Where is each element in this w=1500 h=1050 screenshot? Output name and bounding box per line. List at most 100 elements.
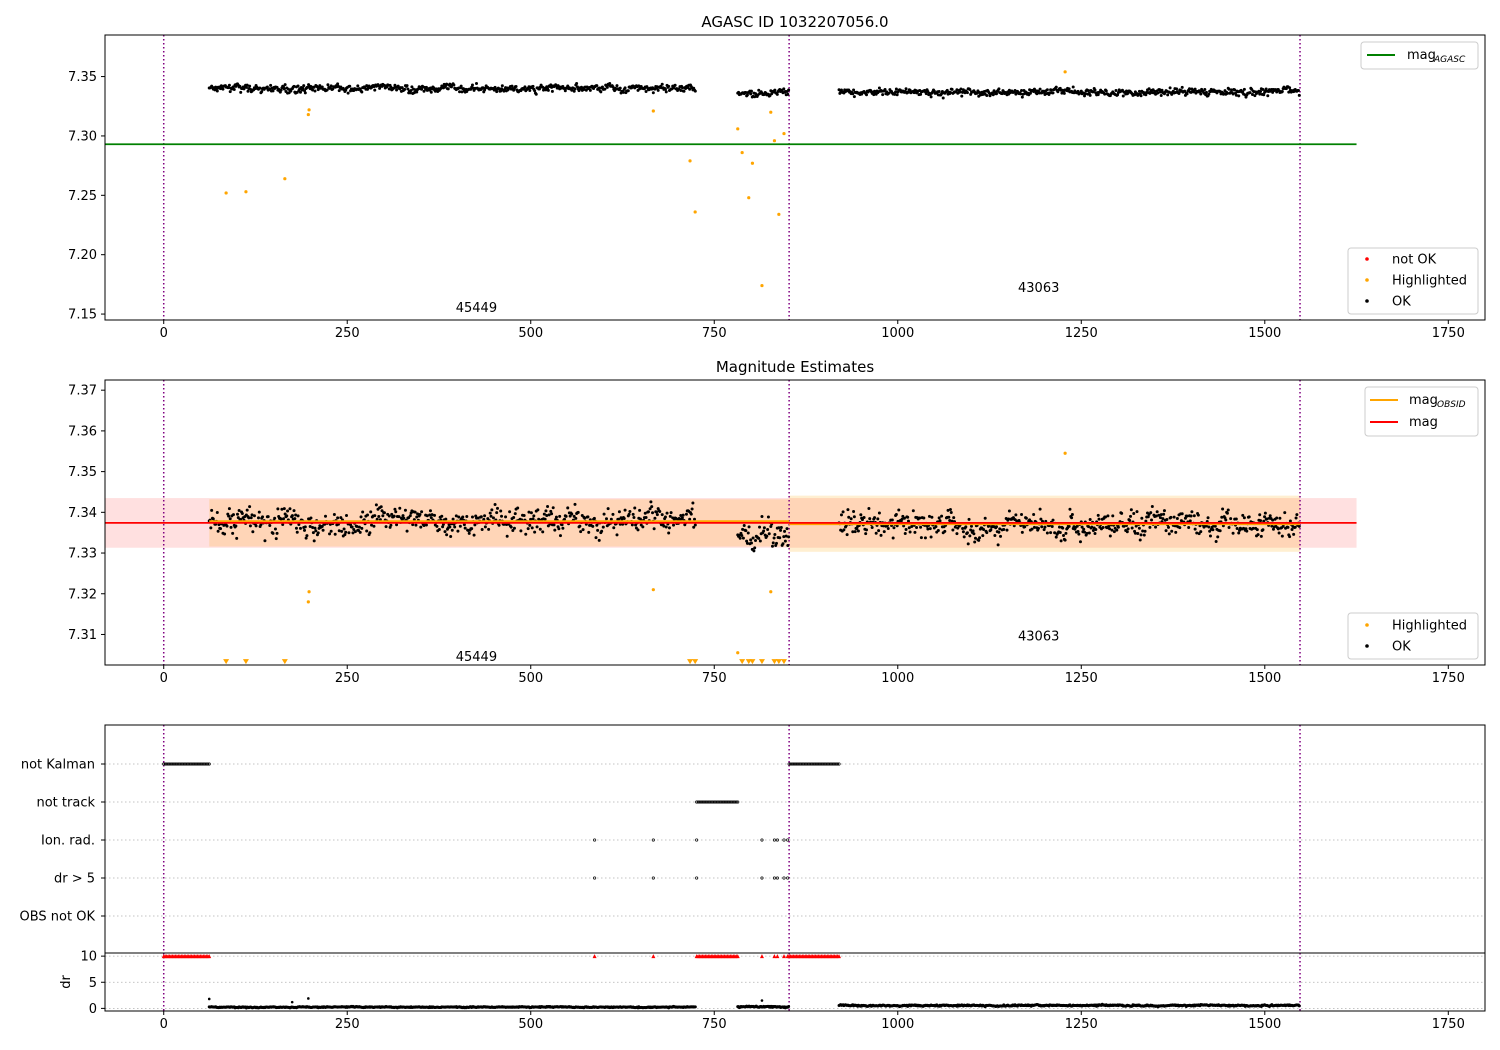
ok-point xyxy=(693,517,697,521)
ok-point xyxy=(1185,92,1189,96)
ok-point xyxy=(398,506,402,510)
y-tick-label: 7.35 xyxy=(68,70,97,85)
ok-point xyxy=(274,537,278,541)
flag-point xyxy=(802,762,806,766)
ok-point xyxy=(928,527,932,531)
ok-point xyxy=(1076,529,1080,533)
ok-point xyxy=(1189,90,1193,94)
x-tick-label: 1750 xyxy=(1432,326,1465,341)
flag-point xyxy=(201,762,205,766)
flag-point xyxy=(705,800,709,804)
ok-point xyxy=(682,89,686,93)
flag-point xyxy=(721,800,725,804)
ok-point xyxy=(1042,528,1046,532)
out-of-range-marker xyxy=(692,659,699,665)
legend-label: mag xyxy=(1409,415,1438,430)
ok-point xyxy=(235,536,239,540)
ok-point xyxy=(1256,533,1260,537)
ok-point xyxy=(258,86,262,90)
ok-point xyxy=(1266,94,1270,98)
legend-label: mag xyxy=(1409,393,1438,408)
ok-point xyxy=(1078,540,1082,544)
ok-point xyxy=(1020,88,1024,92)
ok-point xyxy=(936,529,940,533)
ok-point xyxy=(1134,524,1138,528)
ok-point xyxy=(225,524,229,528)
flag-point xyxy=(712,800,716,804)
ok-point xyxy=(595,84,599,88)
ok-point xyxy=(923,536,927,540)
ok-point xyxy=(329,84,333,88)
ok-point xyxy=(604,517,608,521)
ok-point xyxy=(762,529,766,533)
ok-point xyxy=(749,89,753,93)
ok-point xyxy=(1023,525,1027,529)
dr-capped-marker xyxy=(759,954,764,959)
ok-point xyxy=(969,92,973,96)
ok-point xyxy=(1011,516,1015,520)
ok-point xyxy=(1140,516,1144,520)
ok-point xyxy=(1196,513,1200,517)
flag-point xyxy=(803,762,807,766)
ok-point xyxy=(235,512,239,516)
ok-point xyxy=(782,87,786,91)
flag-point xyxy=(191,762,195,766)
ok-point xyxy=(416,512,420,516)
ok-point xyxy=(411,523,415,527)
ok-point xyxy=(1082,527,1086,531)
highlighted-point xyxy=(244,190,248,194)
ok-point xyxy=(458,90,462,94)
flag-point xyxy=(786,876,790,880)
ok-point xyxy=(742,524,746,528)
ok-point xyxy=(1290,527,1294,531)
flag-point xyxy=(812,762,816,766)
ok-point xyxy=(509,525,513,529)
ok-point xyxy=(530,526,534,530)
dr-panel: 0 250 500 750 1000 1250 1500 1750 0 5 10 dr xyxy=(59,950,1486,1032)
ok-point xyxy=(660,82,664,86)
ok-point xyxy=(271,89,275,93)
ok-point xyxy=(522,514,526,518)
highlighted-point xyxy=(283,177,287,181)
ok-point xyxy=(273,516,277,520)
ok-point xyxy=(248,524,252,528)
ok-point xyxy=(1286,525,1290,529)
ok-point xyxy=(294,513,298,517)
ok-point xyxy=(1104,515,1107,519)
ok-point xyxy=(1154,525,1158,529)
ok-point xyxy=(1116,93,1120,97)
ok-point xyxy=(758,525,762,529)
highlighted-point xyxy=(769,590,773,594)
ok-point xyxy=(1161,517,1165,521)
ok-point xyxy=(1204,90,1208,94)
dr-capped-marker xyxy=(735,954,740,959)
ok-point xyxy=(977,538,981,542)
ok-point xyxy=(550,512,554,516)
ok-point xyxy=(1258,513,1262,517)
ok-point xyxy=(392,514,396,518)
ok-point xyxy=(691,501,695,505)
ok-point xyxy=(883,87,887,91)
ok-point xyxy=(752,549,756,553)
ok-point xyxy=(246,89,250,93)
ok-point xyxy=(643,511,647,515)
flag-point xyxy=(727,800,731,804)
ok-point xyxy=(997,87,1001,91)
ok-point xyxy=(215,510,219,514)
ok-point xyxy=(227,86,231,90)
ok-point xyxy=(989,528,993,532)
ok-point xyxy=(529,511,533,515)
ok-point xyxy=(217,523,221,527)
ok-point xyxy=(1178,526,1182,530)
flag-point xyxy=(794,762,799,766)
ok-point xyxy=(772,536,776,540)
flag-point xyxy=(806,762,810,766)
flag-point xyxy=(797,762,801,766)
flag-point xyxy=(702,800,706,804)
dr-capped-marker xyxy=(772,954,777,959)
ok-point xyxy=(280,507,284,511)
ok-point xyxy=(999,534,1003,538)
y-tick-label: 7.33 xyxy=(68,547,97,562)
ok-point xyxy=(860,518,864,522)
ok-point xyxy=(415,515,419,519)
